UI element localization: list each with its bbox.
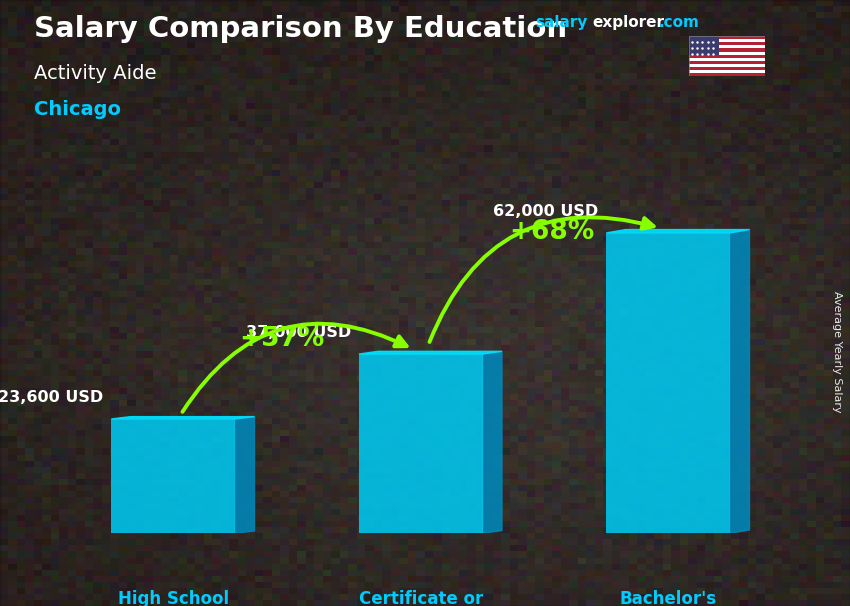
Text: 23,600 USD: 23,600 USD [0, 390, 104, 405]
Bar [688, 45, 765, 48]
FancyBboxPatch shape [606, 233, 730, 533]
Text: High School: High School [117, 590, 229, 606]
Polygon shape [235, 416, 254, 533]
Bar [688, 36, 719, 55]
Bar [688, 39, 765, 42]
Polygon shape [359, 351, 502, 354]
Bar [688, 42, 765, 45]
Bar [688, 70, 765, 73]
Bar [688, 61, 765, 64]
Text: Bachelor's
Degree: Bachelor's Degree [620, 590, 717, 606]
Polygon shape [111, 416, 254, 419]
FancyBboxPatch shape [359, 354, 483, 533]
Bar [688, 52, 765, 55]
Text: 37,000 USD: 37,000 USD [246, 325, 351, 340]
Bar [688, 58, 765, 61]
Bar [688, 36, 765, 39]
Polygon shape [730, 230, 750, 533]
Bar [688, 55, 765, 58]
Text: explorer: explorer [592, 15, 665, 30]
Text: .com: .com [659, 15, 700, 30]
Text: Chicago: Chicago [34, 100, 121, 119]
FancyBboxPatch shape [111, 419, 235, 533]
Polygon shape [606, 230, 750, 233]
Text: Salary Comparison By Education: Salary Comparison By Education [34, 15, 567, 43]
Bar [688, 73, 765, 76]
Text: 62,000 USD: 62,000 USD [493, 204, 598, 219]
Text: +68%: +68% [510, 219, 595, 245]
Text: +57%: +57% [239, 326, 324, 352]
Text: salary: salary [536, 15, 588, 30]
Text: Certificate or
Diploma: Certificate or Diploma [359, 590, 483, 606]
Text: Activity Aide: Activity Aide [34, 64, 156, 82]
Bar [688, 48, 765, 52]
Polygon shape [483, 351, 502, 533]
Bar [688, 67, 765, 70]
Bar [688, 64, 765, 67]
Text: Average Yearly Salary: Average Yearly Salary [832, 291, 842, 412]
